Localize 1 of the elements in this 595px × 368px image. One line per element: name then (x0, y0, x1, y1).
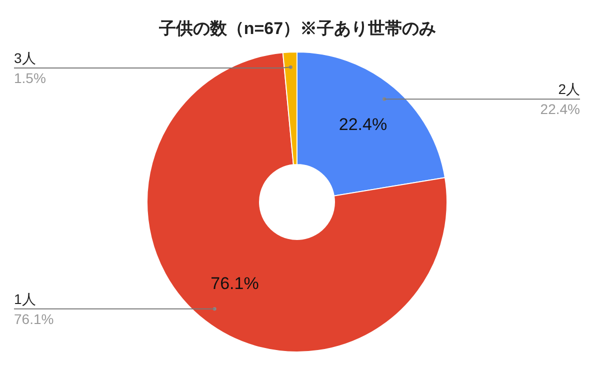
title: 子供の数（n=67）※子あり世帯のみ (158, 19, 436, 38)
